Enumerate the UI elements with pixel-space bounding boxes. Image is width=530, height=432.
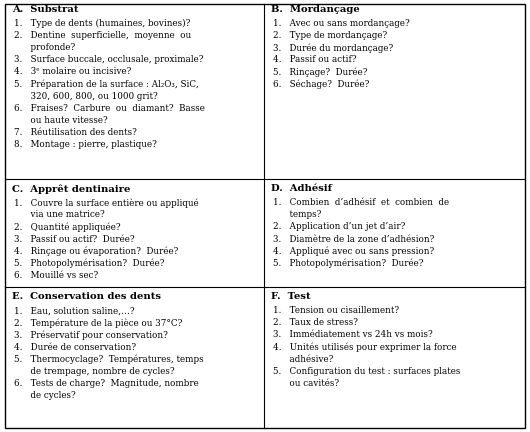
- Text: 4.   Passif ou actif?: 4. Passif ou actif?: [273, 55, 357, 64]
- Text: 1.   Type de dents (humaines, bovines)?: 1. Type de dents (humaines, bovines)?: [14, 19, 191, 28]
- Text: adhésive?: adhésive?: [273, 355, 334, 364]
- Text: 5.   Photopolymérisation?  Durée?: 5. Photopolymérisation? Durée?: [14, 259, 165, 268]
- Text: 2.   Taux de stress?: 2. Taux de stress?: [273, 318, 358, 327]
- Text: via une matrice?: via une matrice?: [14, 210, 105, 219]
- Text: 2.   Application d’un jet d’air?: 2. Application d’un jet d’air?: [273, 222, 406, 232]
- Text: 7.   Réutilisation des dents?: 7. Réutilisation des dents?: [14, 128, 137, 137]
- Text: 3.   Passif ou actif?  Durée?: 3. Passif ou actif? Durée?: [14, 235, 135, 244]
- Text: 1.   Tension ou cisaillement?: 1. Tension ou cisaillement?: [273, 306, 400, 315]
- Text: 4.   Durée de conservation?: 4. Durée de conservation?: [14, 343, 136, 352]
- Text: 3.   Surface buccale, occlusale, proximale?: 3. Surface buccale, occlusale, proximale…: [14, 55, 204, 64]
- Text: 6.   Séchage?  Durée?: 6. Séchage? Durée?: [273, 79, 370, 89]
- Text: 6.   Fraises?  Carbure  ou  diamant?  Basse: 6. Fraises? Carbure ou diamant? Basse: [14, 104, 205, 113]
- Text: 4.   Rinçage ou évaporation?  Durée?: 4. Rinçage ou évaporation? Durée?: [14, 247, 179, 256]
- Text: 4.   3ᵉ molaire ou incisive?: 4. 3ᵉ molaire ou incisive?: [14, 67, 131, 76]
- Text: ou cavités?: ou cavités?: [273, 379, 340, 388]
- FancyBboxPatch shape: [5, 4, 525, 428]
- Text: 1.   Avec ou sans mordançage?: 1. Avec ou sans mordançage?: [273, 19, 410, 28]
- Text: A.  Substrat: A. Substrat: [12, 5, 78, 14]
- Text: C.  Apprêt dentinaire: C. Apprêt dentinaire: [12, 184, 130, 194]
- Text: 5.   Thermocyclage?  Températures, temps: 5. Thermocyclage? Températures, temps: [14, 355, 204, 364]
- Text: temps?: temps?: [273, 210, 322, 219]
- Text: 320, 600, 800, ou 1000 grit?: 320, 600, 800, ou 1000 grit?: [14, 92, 158, 101]
- Text: 6.   Mouillé vs sec?: 6. Mouillé vs sec?: [14, 271, 99, 280]
- Text: 3.   Préservatif pour conservation?: 3. Préservatif pour conservation?: [14, 330, 168, 340]
- Text: de trempage, nombre de cycles?: de trempage, nombre de cycles?: [14, 367, 175, 376]
- Text: 1.   Eau, solution saline,…?: 1. Eau, solution saline,…?: [14, 306, 135, 315]
- Text: F.  Test: F. Test: [271, 292, 311, 302]
- Text: 8.   Montage : pierre, plastique?: 8. Montage : pierre, plastique?: [14, 140, 157, 149]
- Text: 1.   Couvre la surface entière ou appliqué: 1. Couvre la surface entière ou appliqué: [14, 198, 199, 208]
- Text: 5.   Préparation de la surface : Al₂O₃, SiC,: 5. Préparation de la surface : Al₂O₃, Si…: [14, 79, 199, 89]
- Text: de cycles?: de cycles?: [14, 391, 76, 400]
- Text: ou haute vitesse?: ou haute vitesse?: [14, 116, 108, 125]
- Text: 2.   Dentine  superficielle,  moyenne  ou: 2. Dentine superficielle, moyenne ou: [14, 31, 191, 40]
- Text: 2.   Température de la pièce ou 37°C?: 2. Température de la pièce ou 37°C?: [14, 318, 183, 328]
- Text: 1.   Combien  d’adhésif  et  combien  de: 1. Combien d’adhésif et combien de: [273, 198, 449, 207]
- Text: 5.   Configuration du test : surfaces plates: 5. Configuration du test : surfaces plat…: [273, 367, 461, 376]
- Text: 3.   Immédiatement vs 24h vs mois?: 3. Immédiatement vs 24h vs mois?: [273, 330, 433, 340]
- Text: 3.   Durée du mordançage?: 3. Durée du mordançage?: [273, 43, 394, 53]
- Text: 5.   Rinçage?  Durée?: 5. Rinçage? Durée?: [273, 67, 368, 77]
- Text: 6.   Tests de charge?  Magnitude, nombre: 6. Tests de charge? Magnitude, nombre: [14, 379, 199, 388]
- Text: 2.   Quantité appliquée?: 2. Quantité appliquée?: [14, 222, 121, 232]
- Text: 5.   Photopolymérisation?  Durée?: 5. Photopolymérisation? Durée?: [273, 259, 424, 268]
- Text: 4.   Appliqué avec ou sans pression?: 4. Appliqué avec ou sans pression?: [273, 247, 435, 256]
- Text: 3.   Diamètre de la zone d’adhésion?: 3. Diamètre de la zone d’adhésion?: [273, 235, 435, 244]
- Text: 4.   Unités utilisés pour exprimer la force: 4. Unités utilisés pour exprimer la forc…: [273, 343, 457, 352]
- Text: D.  Adhésif: D. Adhésif: [271, 184, 332, 194]
- Text: 2.   Type de mordançage?: 2. Type de mordançage?: [273, 31, 388, 40]
- Text: E.  Conservation des dents: E. Conservation des dents: [12, 292, 161, 302]
- Text: profonde?: profonde?: [14, 43, 76, 52]
- Text: B.  Mordançage: B. Mordançage: [271, 5, 359, 14]
